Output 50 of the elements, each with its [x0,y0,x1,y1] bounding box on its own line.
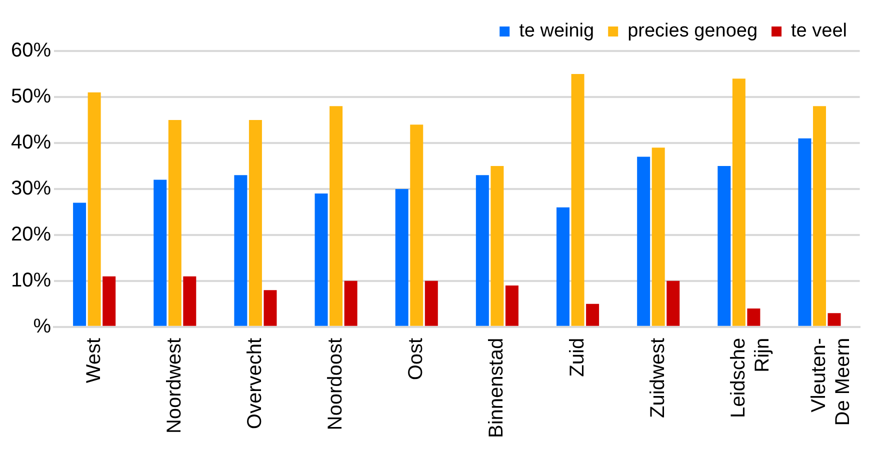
bar [154,180,167,326]
bar [813,106,826,326]
bar [395,188,408,326]
x-tick-label: Oost [405,337,428,380]
x-tick-label: Noordoost [324,337,347,430]
bar [314,194,328,326]
bar [73,202,86,326]
y-tick-label: % [33,315,52,338]
bar [586,304,600,326]
legend-label: te veel [791,20,848,42]
x-tick-label: Zuidwest [646,337,669,418]
y-tick-label: 60% [11,40,52,62]
y-tick-label: 40% [11,131,52,154]
bar [102,276,116,326]
bar [183,276,196,326]
legend-label: te weinig [519,20,594,42]
bar [424,280,438,326]
bar [248,120,262,326]
bar [798,138,812,326]
y-tick-label: 10% [11,269,52,292]
x-tick-label: Zuid [566,338,588,377]
bar [718,166,731,326]
bar [637,156,650,326]
bar [88,92,101,326]
x-tick-label: West [82,337,105,384]
bar [747,308,760,326]
bar [476,175,489,326]
bar [828,313,841,326]
bar [330,106,343,326]
bar [505,286,518,326]
legend-label: precies genoeg [628,20,758,42]
bar [652,148,665,326]
bar [410,124,424,326]
bar [732,78,746,326]
bar [234,175,248,326]
y-tick-label: 50% [11,86,52,108]
bar [556,207,570,326]
bar [344,280,358,326]
x-tick-label: Noordwest [163,337,186,434]
x-tick-label: Overvecht [244,337,266,430]
bar [490,166,504,326]
x-tick-label: Vleuten- De Meern [808,338,854,426]
x-tick-label: Leidsche Rijn [727,338,774,418]
bar [264,290,277,326]
bar [666,280,680,326]
y-tick-label: 20% [11,223,52,246]
x-tick-label: Binnenstad [486,338,508,438]
bar [168,120,182,326]
bar [571,74,584,326]
y-tick-label: 30% [11,177,52,200]
